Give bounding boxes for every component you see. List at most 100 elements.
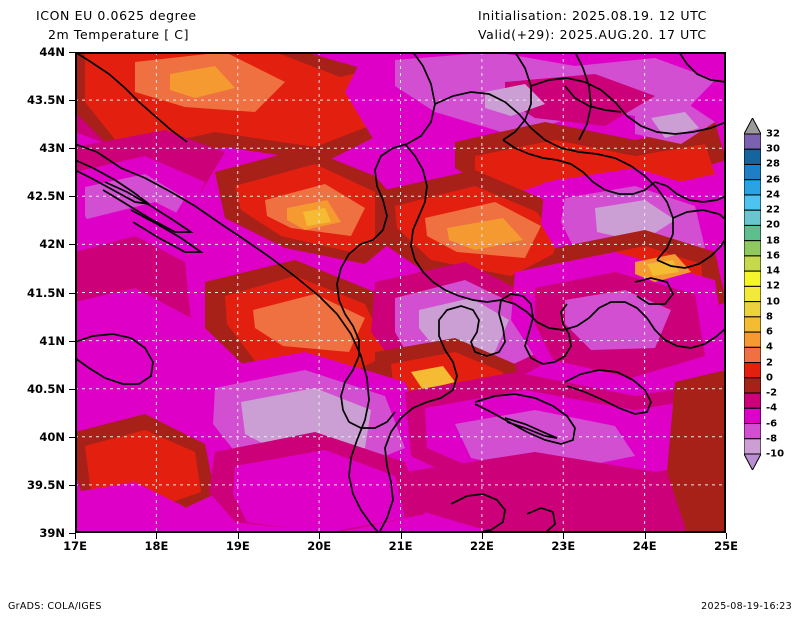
latitude-tick-label: 44N (39, 45, 65, 59)
country-border (502, 139, 656, 195)
contour-band (595, 200, 675, 242)
colorbar-tick-label: 16 (766, 250, 780, 262)
latitude-tick-mark (69, 533, 75, 534)
colorbar-swatches (744, 118, 761, 470)
field-title: 2m Temperature [ C] (48, 27, 190, 42)
latitude-tick-label: 42.5N (27, 189, 65, 204)
latitude-tick-label: 39.5N (27, 477, 65, 492)
colorbar-band (744, 148, 761, 165)
longitude-tick-mark (481, 533, 483, 539)
colorbar-band (744, 346, 761, 364)
coastline (502, 52, 532, 141)
latitude-tick-label: 40N (39, 429, 65, 444)
latitude-tick-mark (69, 436, 75, 438)
map-plot-area[interactable] (75, 52, 726, 533)
colorbar-band (744, 224, 761, 242)
colorbar-tick-label: 8 (766, 311, 773, 323)
colorbar-tick-label: 22 (766, 204, 780, 216)
coastline (564, 369, 652, 415)
longitude-tick-mark (726, 533, 727, 539)
longitude-tick-mark (400, 533, 402, 539)
coastline (564, 85, 622, 113)
colorbar-tick-label: 12 (766, 280, 780, 292)
longitude-tick-mark (156, 533, 158, 539)
coastline (574, 52, 592, 141)
footer-credit: GrADS: COLA/IGES (8, 601, 102, 612)
longitude-tick-label: 23E (551, 539, 576, 553)
colorbar-tick-label: 32 (766, 128, 780, 140)
colorbar-band (744, 301, 761, 318)
colorbar[interactable] (744, 118, 761, 470)
country-border-layer (404, 139, 726, 349)
colorbar-tick-label: -8 (766, 433, 778, 445)
coastline (378, 293, 572, 533)
latitude-tick-mark (69, 244, 75, 246)
latitude-tick-label: 42N (39, 237, 65, 252)
colorbar-tick-label: 10 (766, 296, 780, 308)
colorbar-band (744, 240, 761, 257)
map-gridlines (75, 52, 726, 533)
coastline (130, 209, 204, 253)
contour-band (75, 288, 205, 452)
colorbar-tick-label: 20 (766, 219, 780, 231)
longitude-tick-label: 24E (632, 539, 657, 553)
contour-band (170, 66, 235, 98)
longitude-tick-label: 17E (63, 539, 87, 553)
colorbar-band (744, 194, 761, 211)
latitude-tick-label: 43N (39, 141, 65, 156)
colorbar-band (744, 331, 761, 348)
coastline (336, 243, 362, 423)
colorbar-band (744, 209, 761, 226)
colorbar-band (744, 179, 761, 196)
longitude-tick-label: 19E (225, 539, 250, 553)
footer-timestamp: 2025-08-19-16:23 (701, 601, 792, 612)
latitude-tick-label: 40.5N (27, 381, 65, 396)
contour-band (303, 208, 331, 226)
latitude-tick-label: 39N (39, 526, 65, 540)
country-border (500, 299, 726, 349)
colorbar-tick-label: -10 (766, 448, 785, 460)
colorbar-tick-label: 6 (766, 326, 773, 338)
colorbar-band (744, 423, 761, 440)
contour-band (667, 370, 726, 533)
latitude-tick-mark (69, 388, 75, 390)
colorbar-tick-label: -2 (766, 387, 778, 399)
country-border (654, 181, 726, 203)
colorbar-band (744, 255, 761, 272)
valid-time: Valid(+29): 2025.AUG.20. 17 UTC (478, 27, 707, 42)
contour-band (447, 218, 523, 250)
colorbar-band (744, 270, 761, 287)
longitude-tick-mark (644, 533, 646, 539)
coastline (530, 77, 726, 135)
latitude-tick-label: 43.5N (27, 93, 65, 108)
colorbar-band (744, 316, 761, 333)
colorbar-tick-label: -6 (766, 418, 778, 430)
colorbar-band (744, 392, 761, 409)
coastline (75, 333, 154, 385)
longitude-tick-mark (237, 533, 239, 539)
colorbar-tick-label: 28 (766, 158, 780, 170)
initialisation-time: Initialisation: 2025.08.19. 12 UTC (478, 8, 707, 23)
coastline (434, 91, 674, 261)
latitude-tick-mark (69, 52, 75, 53)
colorbar-tick-label: 14 (766, 265, 780, 277)
colorbar-tick-label: 2 (766, 357, 773, 369)
colorbar-tick-label: 18 (766, 235, 780, 247)
colorbar-band (744, 362, 761, 379)
latitude-tick-mark (69, 484, 75, 486)
coastline (102, 181, 194, 233)
model-title: ICON EU 0.0625 degree (36, 8, 197, 23)
latitude-tick-mark (69, 340, 75, 342)
longitude-tick-label: 21E (388, 539, 413, 553)
colorbar-band (744, 163, 761, 181)
coastline (656, 237, 726, 269)
colorbar-tick-label: 26 (766, 174, 780, 186)
contour-band (405, 452, 726, 533)
contour-band (651, 112, 699, 138)
colorbar-tick-label: 0 (766, 372, 773, 384)
coastline (75, 143, 380, 533)
longitude-tick-label: 20E (307, 539, 332, 553)
longitude-tick-label: 25E (714, 539, 738, 553)
contour-band (411, 366, 455, 390)
latitude-tick-mark (69, 196, 75, 198)
